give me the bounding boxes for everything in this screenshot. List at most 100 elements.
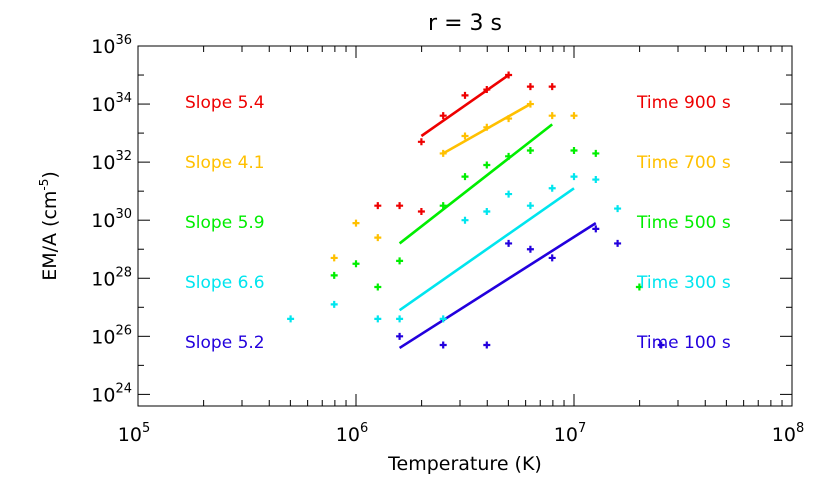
data-point (396, 315, 404, 323)
data-point (352, 219, 360, 227)
data-point (287, 315, 295, 323)
data-point (505, 71, 513, 79)
data-point (548, 184, 556, 192)
x-tick-exponent: 5 (142, 421, 150, 436)
x-tick-base: 10 (336, 424, 360, 446)
time-legend: Time 900 s Time 700 s Time 500 s Time 300 s… (636, 93, 731, 353)
data-point (570, 147, 578, 155)
data-point (614, 205, 622, 213)
data-points (287, 71, 665, 349)
data-point (548, 112, 556, 120)
time-label: Time 900 s (636, 93, 731, 113)
x-tick-label: 106 (336, 421, 368, 446)
data-point (526, 202, 534, 210)
y-tick-exponent: 26 (115, 323, 132, 338)
y-tick-base: 10 (91, 94, 115, 116)
data-point (570, 112, 578, 120)
y-tick-exponent: 30 (115, 207, 132, 222)
y-tick-base: 10 (91, 384, 115, 406)
data-point (396, 202, 404, 210)
x-tick-label: 108 (772, 421, 804, 446)
data-point (526, 83, 534, 91)
data-point (439, 315, 447, 323)
data-point (548, 83, 556, 91)
data-point (374, 283, 382, 291)
y-axis-label: EM/A (cm-5) (37, 171, 61, 281)
y-tick-exponent: 34 (115, 91, 132, 106)
data-point (439, 202, 447, 210)
x-tick-label: 107 (554, 421, 586, 446)
y-tick-label: 1024 (91, 381, 132, 406)
y-tick-exponent: 24 (115, 381, 132, 396)
data-point (592, 225, 600, 233)
x-tick-base: 10 (118, 424, 142, 446)
x-tick-exponent: 8 (796, 421, 804, 436)
data-point (526, 100, 534, 108)
data-point (330, 271, 338, 279)
data-point (439, 149, 447, 157)
data-point (483, 86, 491, 94)
time-label: Time 500 s (636, 213, 731, 233)
y-tick-label: 1034 (91, 91, 132, 116)
data-point (592, 149, 600, 157)
y-tick-label: 1030 (91, 207, 132, 232)
y-tick-base: 10 (91, 152, 115, 174)
data-point (505, 190, 513, 198)
slope-label: Slope 6.6 (185, 273, 265, 293)
slope-legend: Slope 5.4 Slope 4.1 Slope 5.9 Slope 6.6 Slop… (185, 93, 265, 353)
y-tick-label: 1026 (91, 323, 132, 348)
slope-label: Slope 5.2 (185, 333, 265, 353)
data-point (657, 341, 665, 349)
y-tick-base: 10 (91, 268, 115, 290)
data-point (570, 173, 578, 181)
y-axis-label-close: ) (39, 171, 61, 178)
y-tick-label: 1032 (91, 149, 132, 174)
data-point (592, 176, 600, 184)
data-point (505, 239, 513, 247)
data-point (374, 202, 382, 210)
data-point (417, 207, 425, 215)
data-point (330, 254, 338, 262)
data-point (548, 254, 556, 262)
data-point (526, 147, 534, 155)
y-axis-label-main: EM/A (cm (39, 191, 61, 281)
data-point (396, 332, 404, 340)
data-point (439, 341, 447, 349)
x-tick-exponent: 6 (360, 421, 368, 436)
data-point (417, 138, 425, 146)
plot-frame (137, 45, 793, 407)
time-label: Time 700 s (636, 153, 731, 173)
x-tick-label: 105 (118, 421, 150, 446)
data-point (396, 257, 404, 265)
data-point (483, 161, 491, 169)
data-point (374, 234, 382, 242)
data-point (483, 207, 491, 215)
x-tick-base: 10 (772, 424, 796, 446)
x-tick-exponent: 7 (578, 421, 586, 436)
fit-line (398, 221, 597, 350)
data-point (461, 132, 469, 140)
data-point (330, 300, 338, 308)
slope-label: Slope 4.1 (185, 153, 265, 173)
data-point (374, 315, 382, 323)
y-tick-base: 10 (91, 210, 115, 232)
time-label: Time 100 s (636, 333, 731, 353)
data-point (614, 239, 622, 247)
x-axis-label: Temperature (K) (387, 453, 542, 475)
data-point (461, 216, 469, 224)
y-tick-exponent: 36 (115, 33, 132, 48)
data-point (483, 341, 491, 349)
y-tick-base: 10 (91, 326, 115, 348)
y-tick-exponent: 28 (115, 265, 132, 280)
x-tick-base: 10 (554, 424, 578, 446)
slope-label: Slope 5.4 (185, 93, 265, 113)
data-point (352, 260, 360, 268)
svg-text:EM/A (cm-5): EM/A (cm-5) (37, 171, 61, 281)
y-tick-label: 1036 (91, 33, 132, 58)
fit-lines (398, 73, 597, 350)
fit-line (398, 187, 575, 312)
data-point (461, 91, 469, 99)
data-point (461, 173, 469, 181)
